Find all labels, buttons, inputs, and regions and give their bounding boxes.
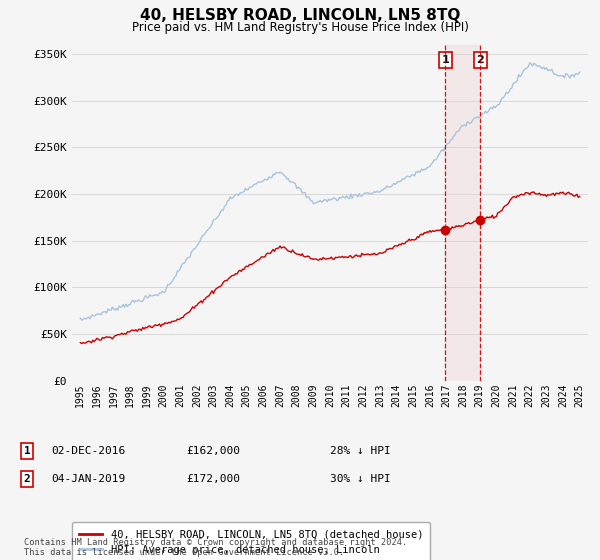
Legend: 40, HELSBY ROAD, LINCOLN, LN5 8TQ (detached house), HPI: Average price, detached: 40, HELSBY ROAD, LINCOLN, LN5 8TQ (detac… [72,522,430,560]
Text: 2: 2 [476,55,484,65]
Bar [445,45,481,381]
Text: 02-DEC-2016: 02-DEC-2016 [51,446,125,456]
Text: 2: 2 [23,474,31,484]
Text: 28% ↓ HPI: 28% ↓ HPI [330,446,391,456]
Text: Contains HM Land Registry data © Crown copyright and database right 2024.
This d: Contains HM Land Registry data © Crown c… [24,538,407,557]
Text: Price paid vs. HM Land Registry's House Price Index (HPI): Price paid vs. HM Land Registry's House … [131,21,469,34]
Text: £162,000: £162,000 [186,446,240,456]
Text: 04-JAN-2019: 04-JAN-2019 [51,474,125,484]
Text: 1: 1 [442,55,449,65]
Text: 30% ↓ HPI: 30% ↓ HPI [330,474,391,484]
Text: 1: 1 [23,446,31,456]
Text: 40, HELSBY ROAD, LINCOLN, LN5 8TQ: 40, HELSBY ROAD, LINCOLN, LN5 8TQ [140,8,460,24]
Text: £172,000: £172,000 [186,474,240,484]
